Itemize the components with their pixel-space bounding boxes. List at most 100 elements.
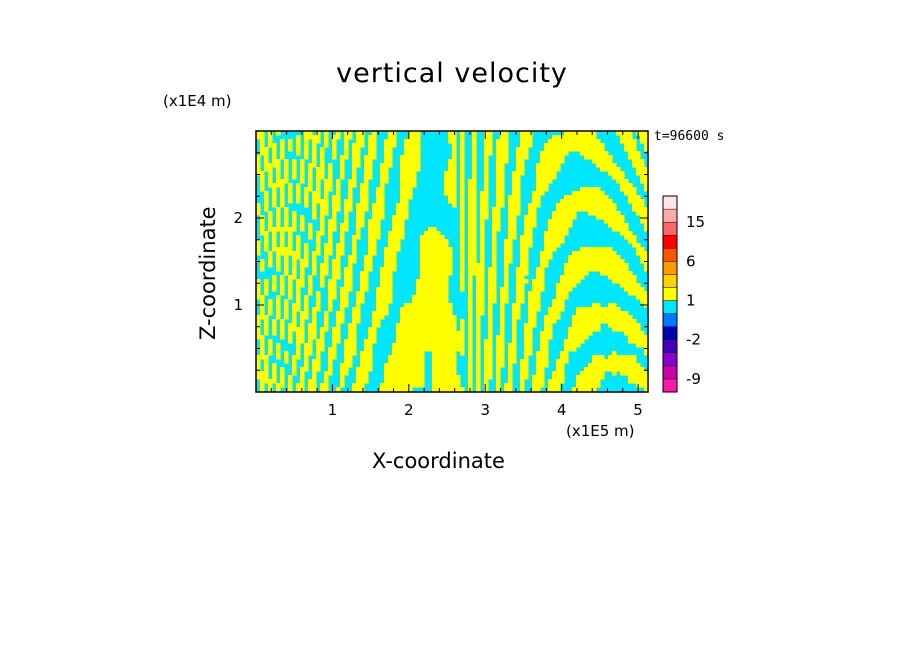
field-cell-positive [540, 155, 565, 160]
field-cell-positive [480, 239, 485, 244]
field-cell-positive [376, 303, 389, 308]
field-cell-positive [304, 303, 309, 308]
field-cell-positive [508, 211, 521, 216]
field-cell-positive [476, 319, 481, 324]
field-cell-positive [256, 287, 261, 292]
field-cell-positive [468, 363, 473, 368]
field-cell-positive [484, 359, 493, 364]
field-cell-positive [512, 311, 521, 316]
field-cell-positive [548, 311, 561, 316]
field-cell-positive [520, 239, 533, 244]
field-cell-positive [432, 379, 461, 384]
field-cell-positive [268, 135, 273, 140]
field-cell-positive [500, 287, 509, 292]
field-cell-positive [276, 311, 281, 316]
field-cell-positive [284, 299, 289, 304]
field-cell-positive [492, 219, 501, 224]
field-cell-positive [384, 379, 425, 384]
field-cell-positive [320, 147, 325, 152]
field-cell-positive [268, 251, 273, 256]
field-cell-positive [444, 175, 457, 180]
field-cell-positive [432, 387, 465, 392]
field-cell-positive [368, 135, 377, 140]
field-cell-positive [292, 175, 297, 180]
field-cell-positive [620, 139, 637, 144]
field-cell-positive [364, 179, 369, 184]
field-cell-positive [312, 363, 321, 368]
field-cell-positive [636, 247, 645, 252]
field-cell-positive [408, 131, 421, 136]
field-cell-positive [360, 275, 369, 280]
field-cell-positive [320, 283, 325, 288]
field-cell-positive [276, 207, 281, 212]
field-cell-positive [260, 143, 265, 148]
field-cell-positive [484, 363, 493, 368]
field-cell-positive [336, 323, 341, 328]
field-cell-positive [508, 379, 513, 384]
field-cell-positive [460, 135, 465, 140]
field-cell-positive [316, 247, 321, 252]
field-cell-positive [640, 135, 648, 140]
field-cell-positive [364, 267, 373, 272]
field-cell-positive [556, 287, 573, 292]
field-cell-positive [284, 255, 289, 260]
field-cell-positive [468, 183, 477, 188]
field-cell-positive [644, 187, 648, 192]
field-cell-positive [352, 319, 361, 324]
field-cell-positive [544, 247, 557, 252]
field-cell-positive [516, 291, 525, 296]
field-cell-positive [328, 223, 337, 228]
field-cell-positive [268, 179, 273, 184]
field-cell-positive [352, 311, 361, 316]
field-cell-positive [396, 203, 409, 208]
field-cell-positive [468, 307, 473, 312]
field-cell-positive [384, 371, 425, 376]
field-cell-positive [384, 155, 393, 160]
field-cell-positive [344, 203, 353, 208]
field-cell-positive [264, 167, 273, 172]
field-cell-positive [276, 175, 281, 180]
field-cell-positive [276, 219, 281, 224]
field-cell-positive [636, 211, 648, 216]
field-cell-positive [544, 239, 565, 244]
field-cell-positive [280, 195, 285, 200]
field-cell-positive [496, 143, 509, 148]
field-cell-positive [380, 387, 413, 392]
field-cell-positive [516, 287, 525, 292]
field-cell-positive [388, 355, 425, 360]
field-cell-positive [344, 215, 349, 220]
x-axis-unit: (x1E5 m) [566, 422, 635, 440]
field-cell-positive [280, 283, 285, 288]
field-cell-positive [380, 271, 393, 276]
field-cell-positive [368, 247, 377, 252]
field-cell-positive [536, 179, 553, 184]
field-cell-positive [500, 311, 505, 316]
field-cell-positive [504, 275, 509, 280]
field-cell-positive [460, 187, 465, 192]
field-cell-positive [488, 299, 497, 304]
field-cell-positive [304, 355, 309, 360]
field-cell-positive [272, 327, 277, 332]
field-cell-positive [420, 267, 453, 272]
field-cell-positive [316, 131, 321, 136]
field-cell-positive [508, 207, 521, 212]
field-cell-positive [536, 271, 545, 276]
field-cell-positive [520, 243, 533, 248]
field-cell-positive [488, 315, 493, 320]
field-cell-positive [496, 179, 505, 184]
field-cell-positive [344, 131, 353, 136]
field-cell-positive [520, 251, 529, 256]
field-cell-positive [520, 131, 533, 136]
field-cell-positive [328, 355, 337, 360]
field-cell-positive [540, 331, 553, 336]
field-cell-positive [352, 171, 357, 176]
field-cell-positive [340, 235, 345, 240]
field-cell-positive [304, 299, 309, 304]
field-cell-positive [500, 303, 505, 308]
field-cell-positive [324, 139, 329, 144]
field-cell-positive [524, 331, 533, 336]
field-cell-positive [624, 331, 645, 336]
field-cell-positive [364, 255, 373, 260]
field-cell-positive [360, 199, 369, 204]
field-cell-positive [448, 131, 457, 136]
